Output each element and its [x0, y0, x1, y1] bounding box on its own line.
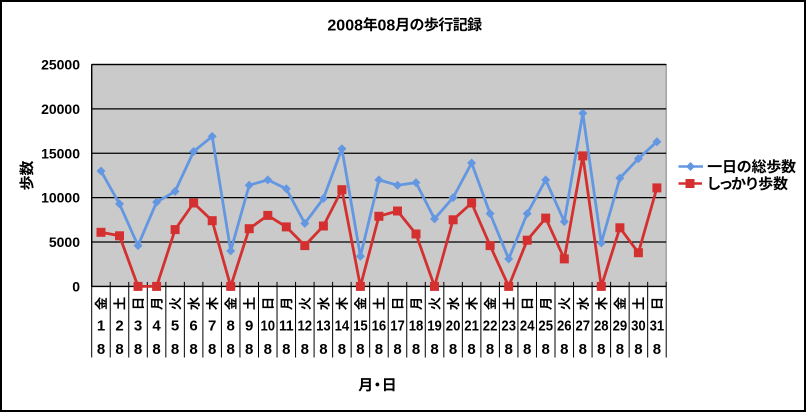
svg-text:18: 18 — [409, 318, 424, 335]
svg-text:2008: 2008 — [327, 17, 363, 34]
svg-text:23: 23 — [501, 318, 516, 335]
svg-text:8: 8 — [505, 341, 513, 358]
svg-text:8: 8 — [523, 341, 531, 358]
svg-text:5000: 5000 — [49, 234, 80, 250]
svg-text:8: 8 — [227, 318, 235, 335]
svg-text:15: 15 — [353, 318, 368, 335]
svg-text:8: 8 — [597, 341, 605, 358]
svg-text:25: 25 — [538, 318, 553, 335]
svg-text:7: 7 — [208, 318, 216, 335]
svg-text:8: 8 — [412, 341, 420, 358]
svg-text:14: 14 — [335, 318, 350, 335]
svg-text:19: 19 — [427, 318, 442, 335]
svg-text:8: 8 — [616, 341, 624, 358]
svg-text:8: 8 — [542, 341, 550, 358]
svg-text:8: 8 — [486, 341, 494, 358]
svg-text:8: 8 — [282, 341, 290, 358]
svg-text:8: 8 — [189, 341, 197, 358]
svg-text:20: 20 — [446, 318, 461, 335]
svg-text:8: 8 — [319, 341, 327, 358]
svg-text:9: 9 — [245, 318, 253, 335]
svg-text:30: 30 — [631, 318, 646, 335]
svg-text:8: 8 — [301, 341, 309, 358]
svg-text:31: 31 — [650, 318, 665, 335]
svg-text:29: 29 — [613, 318, 628, 335]
svg-text:8: 8 — [393, 341, 401, 358]
svg-text:8: 8 — [152, 341, 160, 358]
svg-text:8: 8 — [430, 341, 438, 358]
svg-text:21: 21 — [464, 318, 479, 335]
svg-text:4: 4 — [152, 318, 161, 335]
svg-text:8: 8 — [134, 341, 142, 358]
svg-text:12: 12 — [298, 318, 313, 335]
svg-text:26: 26 — [557, 318, 572, 335]
svg-text:2: 2 — [115, 318, 123, 335]
svg-text:8: 8 — [467, 341, 475, 358]
svg-text:8: 8 — [653, 341, 661, 358]
svg-text:10: 10 — [261, 318, 276, 335]
svg-text:27: 27 — [576, 318, 591, 335]
svg-text:28: 28 — [594, 318, 609, 335]
svg-text:1: 1 — [97, 318, 105, 335]
svg-text:10000: 10000 — [41, 190, 80, 206]
svg-text:8: 8 — [338, 341, 346, 358]
svg-text:8: 8 — [634, 341, 642, 358]
svg-text:8: 8 — [560, 341, 568, 358]
svg-text:8: 8 — [227, 341, 235, 358]
svg-text:20000: 20000 — [41, 101, 80, 117]
svg-text:8: 8 — [449, 341, 457, 358]
svg-text:17: 17 — [390, 318, 405, 335]
svg-text:3: 3 — [134, 318, 142, 335]
svg-text:0: 0 — [72, 278, 80, 294]
svg-text:8: 8 — [375, 341, 383, 358]
svg-text:6: 6 — [189, 318, 197, 335]
svg-text:8: 8 — [97, 341, 105, 358]
svg-text:25000: 25000 — [41, 57, 80, 73]
svg-text:15000: 15000 — [41, 145, 80, 161]
svg-text:22: 22 — [483, 318, 498, 335]
svg-text:11: 11 — [279, 318, 294, 335]
svg-text:08: 08 — [378, 17, 396, 34]
svg-text:8: 8 — [171, 341, 179, 358]
svg-text:16: 16 — [372, 318, 387, 335]
svg-text:8: 8 — [245, 341, 253, 358]
svg-text:8: 8 — [115, 341, 123, 358]
svg-text:13: 13 — [316, 318, 331, 335]
svg-text:24: 24 — [520, 318, 535, 335]
svg-text:8: 8 — [208, 341, 216, 358]
svg-text:8: 8 — [579, 341, 587, 358]
svg-text:8: 8 — [356, 341, 364, 358]
svg-text:5: 5 — [171, 318, 179, 335]
svg-text:8: 8 — [264, 341, 272, 358]
